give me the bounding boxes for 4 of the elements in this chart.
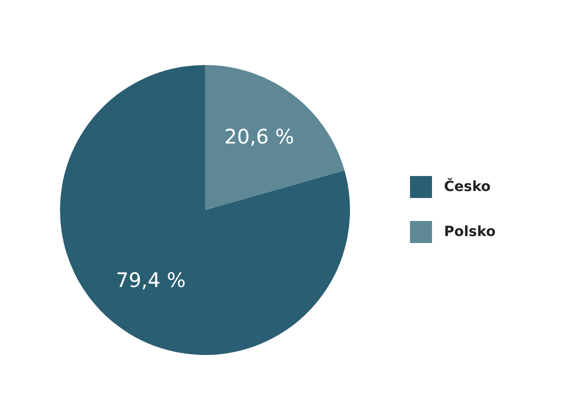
data-label: 20,6 % xyxy=(224,124,294,148)
legend-label: Polsko xyxy=(444,224,496,240)
legend-label: Česko xyxy=(444,179,491,195)
data-label: 79,4 % xyxy=(116,268,186,292)
